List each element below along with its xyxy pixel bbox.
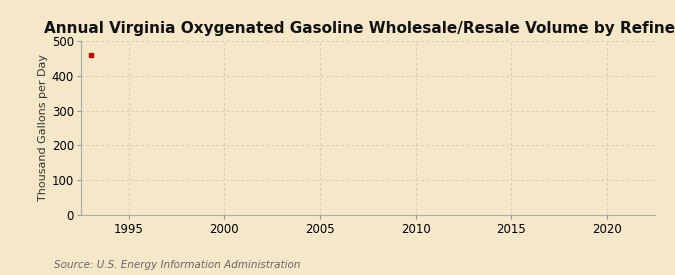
Text: Source: U.S. Energy Information Administration: Source: U.S. Energy Information Administ…	[54, 260, 300, 270]
Title: Annual Virginia Oxygenated Gasoline Wholesale/Resale Volume by Refiners: Annual Virginia Oxygenated Gasoline Whol…	[44, 21, 675, 36]
Y-axis label: Thousand Gallons per Day: Thousand Gallons per Day	[38, 54, 48, 201]
